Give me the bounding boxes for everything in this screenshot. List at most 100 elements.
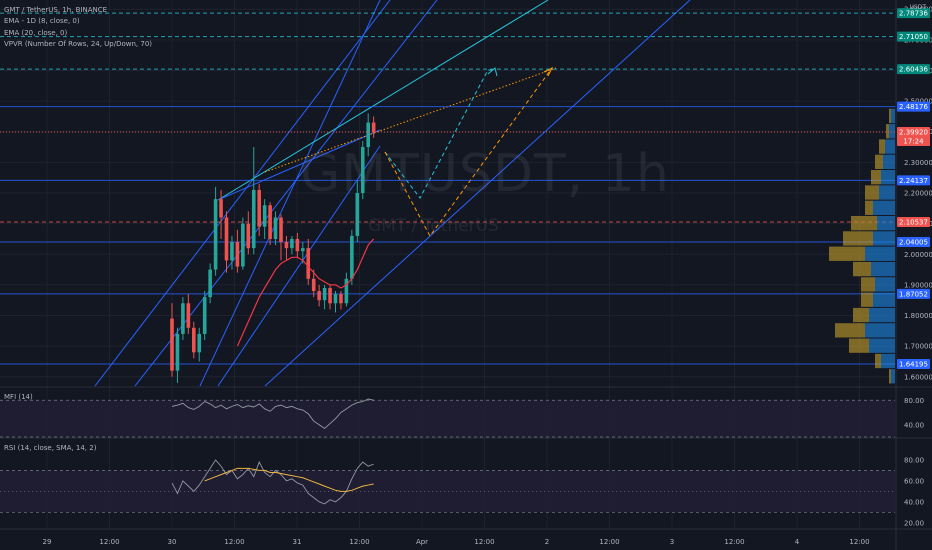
price-level-tag-text: 2.78736: [899, 10, 928, 18]
candle-body[interactable]: [273, 217, 278, 239]
forecast-dotted-line[interactable]: [264, 67, 557, 173]
vp-row-down: [889, 108, 891, 124]
candle-body[interactable]: [181, 303, 185, 334]
candle-body[interactable]: [279, 217, 283, 243]
vp-row-up: [875, 277, 895, 292]
price-level-tag[interactable]: [897, 216, 930, 227]
candle-body[interactable]: [175, 333, 180, 371]
vp-row-down: [861, 277, 875, 292]
price-level-tag[interactable]: [897, 288, 930, 299]
candle-body[interactable]: [322, 287, 327, 301]
candle-body[interactable]: [224, 217, 229, 261]
candle-body[interactable]: [350, 235, 354, 279]
candle-body[interactable]: [219, 199, 223, 218]
bar-countdown-text: 17:24: [903, 137, 924, 145]
vp-row-down: [865, 185, 879, 200]
price-level-tag[interactable]: [897, 358, 930, 369]
price-level-tag-text: 2.48176: [899, 103, 928, 111]
candle-body[interactable]: [344, 278, 349, 304]
candle-body[interactable]: [186, 303, 191, 328]
vp-row-down: [861, 292, 873, 307]
candle-body[interactable]: [213, 199, 218, 270]
projection-path-teal[interactable]: [384, 69, 495, 199]
last-price-tag[interactable]: [897, 126, 930, 146]
candle-body[interactable]: [295, 238, 300, 252]
vp-row-down: [835, 323, 865, 338]
price-level-tag[interactable]: [897, 64, 930, 75]
vp-row-up: [881, 353, 895, 369]
legend-ema-1d[interactable]: EMA - 1D (8, close, 0): [4, 17, 80, 25]
candle-body[interactable]: [301, 248, 305, 252]
legend-ema-20[interactable]: EMA (20, close, 0): [4, 29, 68, 37]
candle-body[interactable]: [317, 291, 321, 301]
candle-body[interactable]: [371, 122, 376, 132]
price-level-tag[interactable]: [897, 175, 930, 186]
last-price-tag-text: 2.39920: [899, 128, 928, 136]
channel-line-upper-3[interactable]: [199, 0, 381, 387]
candle-body[interactable]: [241, 223, 245, 267]
candle-body[interactable]: [262, 205, 267, 227]
vp-row-down: [871, 170, 881, 185]
vp-row-down: [851, 215, 877, 231]
candle-body[interactable]: [268, 205, 272, 239]
vp-row-down: [886, 124, 889, 139]
time-tick-label: 12:00: [724, 538, 744, 546]
channel-line-teal[interactable]: [217, 0, 549, 201]
channel-line-upper-1[interactable]: [94, 0, 391, 387]
channel-line-lower[interactable]: [264, 0, 691, 387]
candle-body[interactable]: [328, 287, 332, 304]
candle-body[interactable]: [333, 294, 338, 304]
mfi-line[interactable]: [171, 398, 374, 429]
candle-body[interactable]: [366, 122, 370, 148]
time-tick-label: 3: [670, 538, 674, 546]
mfi-band: [0, 400, 895, 437]
volume-profile: [829, 108, 895, 384]
price-level-tag[interactable]: [897, 8, 930, 19]
vp-row-down: [865, 200, 873, 215]
candle-body[interactable]: [355, 193, 360, 236]
mfi-pane-label[interactable]: MFI (14): [4, 393, 33, 401]
candle-body[interactable]: [257, 189, 261, 227]
price-level-tag[interactable]: [897, 31, 930, 42]
price-level-tag[interactable]: [897, 237, 930, 248]
candle-body[interactable]: [170, 318, 174, 371]
vp-row-up: [891, 108, 895, 124]
legend-vpvr[interactable]: VPVR (Number Of Rows, 24, Up/Down, 70): [4, 40, 153, 48]
candle-body[interactable]: [339, 294, 343, 304]
candle-body[interactable]: [360, 147, 365, 193]
time-tick-label: 31: [293, 538, 302, 546]
candle-body[interactable]: [311, 278, 316, 292]
rsi-tick-label: 20.00: [904, 519, 924, 527]
arrow-head-teal: [487, 67, 498, 77]
candle-body[interactable]: [230, 242, 234, 261]
price-level-tag-text: 2.71050: [899, 33, 928, 41]
vp-row-up: [873, 292, 895, 307]
candle-body[interactable]: [208, 269, 212, 298]
trendline-mid[interactable]: [217, 145, 381, 387]
rsi-pane-label[interactable]: RSI (14, close, SMA, 14, 2): [4, 444, 97, 452]
candle-body[interactable]: [192, 327, 196, 353]
ema-line[interactable]: [236, 238, 375, 347]
candle-body[interactable]: [197, 333, 202, 353]
candle-body[interactable]: [306, 248, 311, 279]
vp-row-down: [843, 231, 873, 246]
candle-body[interactable]: [251, 189, 256, 249]
trendline-top[interactable]: [217, 129, 381, 201]
vp-row-up: [873, 231, 895, 246]
candle-body[interactable]: [235, 242, 240, 267]
vp-row-up: [877, 215, 895, 231]
horizontal-levels: [0, 12, 895, 365]
time-tick-label: 12:00: [849, 538, 869, 546]
rsi-line[interactable]: [171, 459, 374, 505]
time-tick-label: 12:00: [224, 538, 244, 546]
candle-body[interactable]: [246, 223, 251, 249]
rsi-tick-label: 60.00: [904, 477, 924, 485]
rsi-ma-line[interactable]: [204, 467, 374, 492]
price-level-tag[interactable]: [897, 101, 930, 112]
legend-title[interactable]: GMT / TetherUS, 1h, BINANCE: [4, 6, 108, 14]
candle-body[interactable]: [290, 238, 294, 249]
channel-line-upper-2[interactable]: [134, 0, 438, 387]
rsi-band: [0, 470, 895, 513]
candle-body[interactable]: [284, 242, 289, 249]
candle-body[interactable]: [202, 297, 207, 334]
